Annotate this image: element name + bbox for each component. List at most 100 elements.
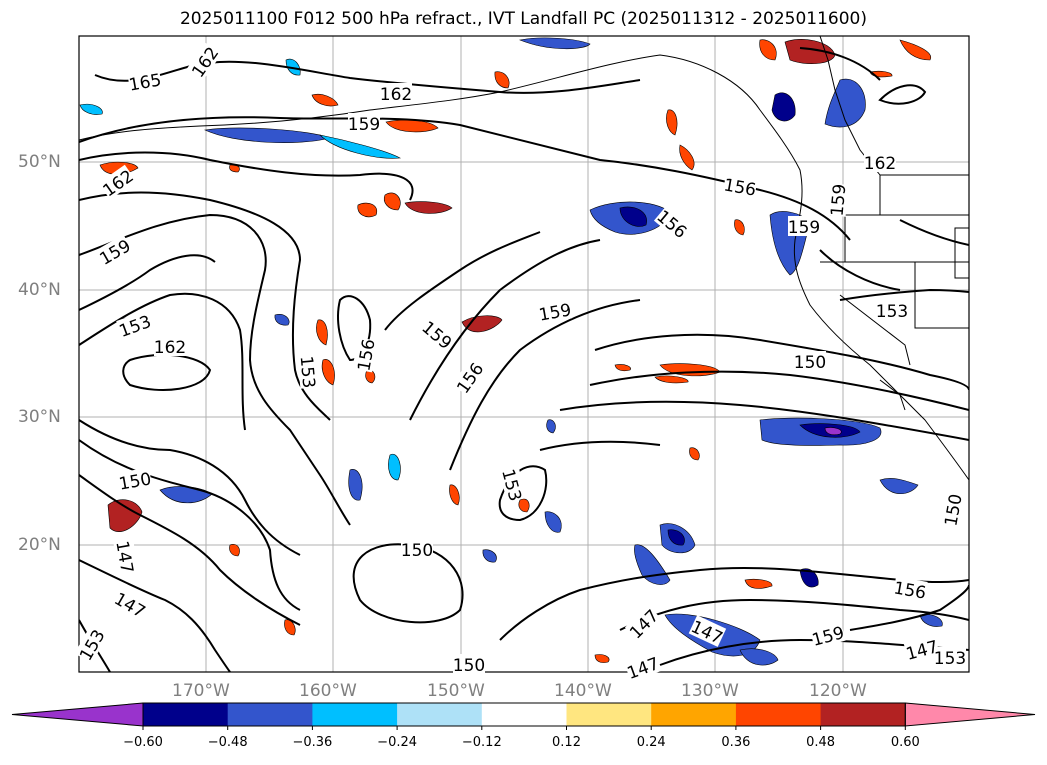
contour-label-bg bbox=[794, 351, 826, 371]
contour-label: 159 bbox=[96, 236, 134, 270]
contour-label: 159 bbox=[810, 623, 847, 651]
colorbar-extend-low bbox=[11, 702, 144, 727]
lon-label: 140°W bbox=[554, 681, 612, 701]
lat-label: 50°N bbox=[18, 152, 61, 172]
contour-label-bg bbox=[352, 337, 378, 373]
contour-label: 150 bbox=[794, 353, 826, 373]
contour-label-bg bbox=[939, 492, 965, 528]
contour-label-bg bbox=[934, 647, 966, 667]
contour-label: 153 bbox=[934, 649, 966, 669]
contour-label-bg bbox=[117, 467, 153, 493]
contour-label-bg bbox=[98, 164, 137, 200]
contour-label-bg bbox=[116, 310, 154, 340]
contour-label: 153 bbox=[76, 626, 110, 664]
lat-label: 40°N bbox=[18, 280, 61, 300]
colorbar-tick-label: 0.48 bbox=[806, 735, 836, 750]
contour-label-bg bbox=[892, 576, 928, 602]
colorbar-segment bbox=[566, 703, 652, 726]
lon-label: 150°W bbox=[427, 681, 485, 701]
contour-label: 162 bbox=[864, 154, 896, 174]
contour-label: 153 bbox=[117, 312, 154, 342]
contour-label: 150 bbox=[453, 656, 485, 676]
colorbar-segment bbox=[227, 703, 313, 726]
contour-label: 147 bbox=[111, 539, 136, 574]
colorbar-frame bbox=[142, 702, 906, 727]
colorbar-segment bbox=[651, 703, 737, 726]
contour-label-bg bbox=[653, 205, 692, 242]
contour-label: 150 bbox=[941, 492, 966, 527]
contour-label-bg bbox=[113, 539, 139, 575]
contour-label-bg bbox=[451, 358, 487, 397]
contour-label: 159 bbox=[828, 183, 851, 217]
contour-label-bg bbox=[903, 635, 940, 663]
contour-label-bg bbox=[722, 173, 758, 199]
contour-label-bg bbox=[95, 234, 134, 268]
colorbar-tick-label: 0.24 bbox=[636, 735, 666, 750]
contour-label: 159 bbox=[417, 318, 455, 354]
colorbar-segment bbox=[397, 703, 483, 726]
contour-label: 156 bbox=[453, 360, 488, 398]
contour-label-bg bbox=[624, 604, 662, 642]
colorbar-segment bbox=[143, 703, 229, 726]
contour-label-bg bbox=[499, 466, 527, 503]
contour-label: 162 bbox=[380, 85, 412, 105]
map-frame bbox=[78, 35, 970, 673]
contour-label: 150 bbox=[401, 541, 433, 561]
contour-label: 156 bbox=[354, 337, 379, 372]
contour-label-bg bbox=[111, 587, 150, 621]
contour-label: 153 bbox=[876, 302, 908, 322]
lon-label: 130°W bbox=[681, 681, 739, 701]
contour-label-bg bbox=[418, 316, 457, 353]
contour-label-bg bbox=[297, 355, 321, 389]
contour-label-bg bbox=[380, 83, 412, 103]
contour-label: 147 bbox=[110, 589, 148, 623]
colorbar-tick-label: −0.12 bbox=[461, 735, 502, 750]
contour-label: 147 bbox=[625, 654, 662, 684]
contour-label-bg bbox=[809, 621, 846, 649]
colorbar-tick-label: −0.36 bbox=[292, 735, 333, 750]
contour-label-bg bbox=[453, 654, 485, 674]
contour-label: 159 bbox=[788, 218, 820, 238]
colorbar-tick-label: −0.60 bbox=[123, 735, 163, 750]
map-title: 2025011100 F012 500 hPa refract., IVT La… bbox=[179, 9, 867, 29]
lat-label: 30°N bbox=[18, 407, 61, 427]
contour-label-bg bbox=[876, 300, 908, 320]
colorbar-tick-label: 0.12 bbox=[552, 735, 581, 750]
lon-label: 120°W bbox=[809, 681, 867, 701]
colorbar-tick-label: −0.24 bbox=[377, 735, 418, 750]
contour-label-bg bbox=[154, 336, 186, 356]
lon-label: 160°W bbox=[299, 681, 357, 701]
colorbar-segment bbox=[312, 703, 398, 726]
contour-label-bg bbox=[537, 298, 573, 324]
contour-label: 159 bbox=[348, 115, 380, 135]
colorbar-segment bbox=[735, 703, 822, 726]
contour-label: 162 bbox=[154, 338, 186, 358]
contour-label-bg bbox=[688, 615, 727, 647]
colorbar-tick-label: 0.36 bbox=[721, 735, 751, 750]
colorbar-segment bbox=[481, 703, 567, 726]
contour-label-bg bbox=[74, 625, 108, 664]
contour-label-bg bbox=[788, 216, 820, 236]
colorbar-extend-high bbox=[904, 702, 1036, 727]
contour-label-bg bbox=[624, 652, 662, 682]
contour-label: 156 bbox=[722, 175, 757, 200]
contour-label: 165 bbox=[127, 70, 162, 95]
colorbar-tick-label: 0.60 bbox=[890, 735, 920, 750]
colorbar-tick-label: −0.48 bbox=[207, 735, 248, 750]
lon-label: 170°W bbox=[172, 681, 230, 701]
contour-label-bg bbox=[401, 539, 433, 559]
contour-label-bg bbox=[825, 183, 849, 217]
colorbar bbox=[11, 702, 1036, 730]
contour-label: 147 bbox=[626, 606, 663, 643]
colorbar-segment bbox=[820, 703, 906, 726]
contour-label-bg bbox=[186, 42, 222, 81]
contour-label: 150 bbox=[117, 469, 152, 494]
contour-label: 156 bbox=[892, 578, 927, 603]
contour-label-bg bbox=[348, 113, 380, 133]
refractivity-contours bbox=[79, 47, 969, 672]
contour-label-bg bbox=[127, 68, 163, 94]
contour-label-bg bbox=[864, 152, 896, 172]
contour-label: 153 bbox=[296, 355, 319, 389]
